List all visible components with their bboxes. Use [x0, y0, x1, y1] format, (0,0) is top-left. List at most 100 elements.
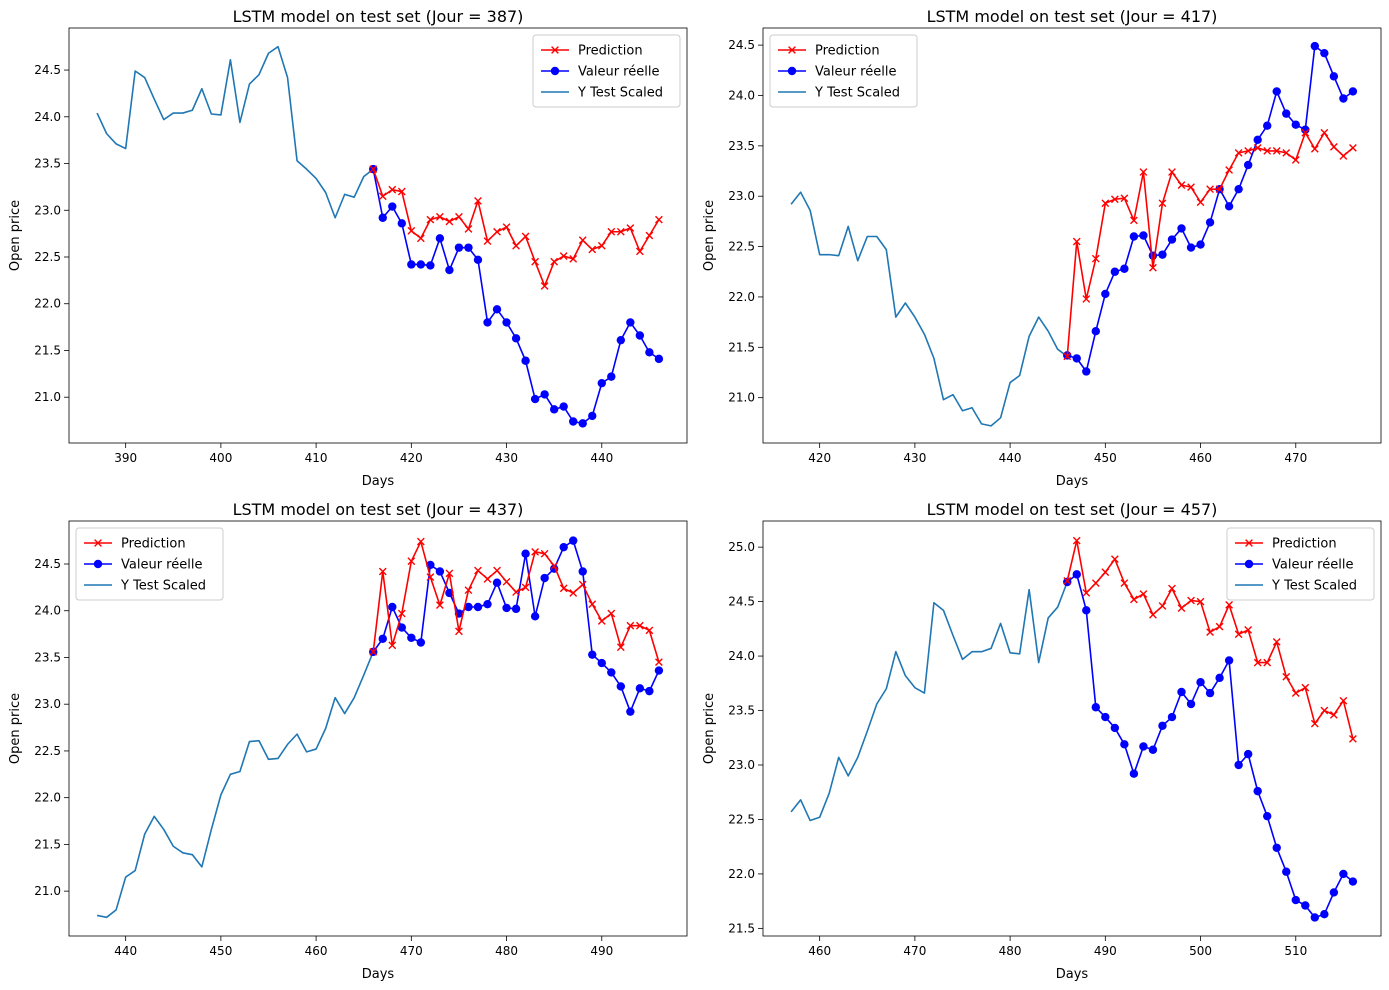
data-point — [416, 638, 426, 647]
y-tick-label: 21.5 — [728, 921, 755, 935]
data-point — [483, 599, 492, 609]
data-point — [549, 405, 559, 414]
data-point — [1234, 760, 1243, 770]
data-point — [607, 227, 616, 236]
legend-marker — [1244, 559, 1254, 569]
plot-frame — [762, 520, 1382, 937]
y-tick-label: 24.0 — [34, 604, 61, 618]
data-point — [559, 402, 568, 411]
data-point — [1253, 143, 1262, 152]
series-line — [790, 581, 1068, 822]
legend-marker — [550, 66, 560, 76]
legend-box — [769, 34, 918, 108]
y-tick-label: 24.5 — [728, 38, 755, 52]
x-axis-label: Days — [362, 474, 395, 489]
y-tick-label: 23.0 — [34, 697, 61, 711]
data-point — [1339, 152, 1348, 160]
x-axis-label: Days — [1056, 474, 1089, 489]
data-point — [1196, 198, 1205, 207]
data-point — [1272, 87, 1281, 96]
series-line — [372, 539, 660, 713]
legend-marker — [1245, 539, 1253, 547]
data-point — [626, 707, 635, 716]
data-point — [1129, 232, 1139, 241]
data-point — [597, 378, 606, 388]
legend-entry: Y Test Scaled — [1271, 579, 1357, 594]
data-point — [1072, 237, 1081, 246]
data-point — [454, 243, 464, 252]
data-point — [1320, 910, 1329, 919]
data-point — [464, 602, 473, 612]
data-point — [1320, 706, 1329, 715]
data-point — [597, 241, 606, 250]
data-point — [1301, 128, 1310, 137]
y-tick-label: 22.0 — [34, 297, 61, 311]
data-point — [436, 601, 444, 610]
y-tick-label: 24.5 — [34, 63, 61, 77]
data-point — [1120, 264, 1129, 273]
data-point — [1101, 289, 1110, 299]
data-point — [1243, 160, 1253, 170]
series-0 — [369, 537, 663, 667]
data-point — [645, 348, 654, 357]
data-point — [1186, 699, 1196, 709]
legend-marker — [788, 46, 796, 54]
y-tick-label: 23.5 — [34, 157, 61, 171]
y-tick-label: 23.0 — [728, 189, 755, 203]
x-tick-label: 500 — [1189, 944, 1212, 958]
chart-panel-4: 460 470 480 490 500 510 21.5 22.0 22.5 23.0 23.5 24… — [702, 500, 1382, 982]
data-point — [550, 257, 559, 266]
data-point — [378, 567, 387, 576]
chart-panel-1: 390 400 410 420 430 440 21.0 21.5 22.0 22.5 23.0 23… — [8, 7, 688, 489]
data-point — [588, 411, 597, 421]
data-point — [473, 602, 483, 612]
data-point — [369, 165, 378, 174]
data-point — [1167, 235, 1177, 244]
data-point — [569, 589, 578, 597]
chart-title: LSTM model on test set (Jour = 437) — [233, 500, 524, 519]
x-tick-label: 480 — [495, 944, 518, 958]
data-point — [1101, 568, 1110, 577]
data-point — [1301, 683, 1310, 692]
data-point — [1349, 734, 1357, 743]
data-point — [1310, 144, 1319, 153]
y-tick-label: 24.0 — [34, 110, 61, 124]
series-1 — [369, 164, 664, 428]
data-point — [645, 686, 654, 696]
x-tick-label: 430 — [903, 451, 926, 465]
data-point — [464, 586, 473, 595]
data-point — [1149, 610, 1157, 619]
y-tick-label: 24.0 — [728, 88, 755, 102]
data-point — [1120, 740, 1129, 749]
data-point — [635, 247, 644, 256]
y-tick-label: 22.0 — [728, 290, 755, 304]
x-tick-label: 420 — [808, 451, 831, 465]
legend-marker — [93, 559, 103, 569]
series-line — [372, 168, 660, 287]
data-point — [1282, 672, 1291, 681]
data-point — [1329, 710, 1338, 719]
data-point — [378, 192, 387, 201]
y-tick-label: 22.5 — [728, 240, 755, 254]
data-point — [1301, 901, 1310, 910]
data-point — [378, 213, 387, 222]
x-tick-label: 430 — [495, 451, 518, 465]
data-point — [1310, 913, 1320, 922]
data-point — [1177, 687, 1186, 697]
data-point — [1186, 243, 1196, 252]
data-point — [1139, 590, 1148, 598]
data-point — [540, 282, 549, 290]
x-tick-label: 480 — [999, 944, 1022, 958]
y-tick-label: 22.0 — [34, 791, 61, 805]
x-tick-label: 450 — [209, 944, 232, 958]
legend-entry: Prediction — [578, 44, 643, 59]
data-point — [1091, 254, 1100, 263]
series-0 — [1063, 128, 1357, 361]
data-point — [1205, 218, 1215, 227]
y-axis-label: Open price — [8, 693, 23, 764]
data-point — [1196, 597, 1205, 606]
series-line — [790, 191, 1068, 427]
data-point — [1263, 121, 1272, 130]
data-point — [416, 234, 425, 243]
data-point — [388, 202, 397, 211]
